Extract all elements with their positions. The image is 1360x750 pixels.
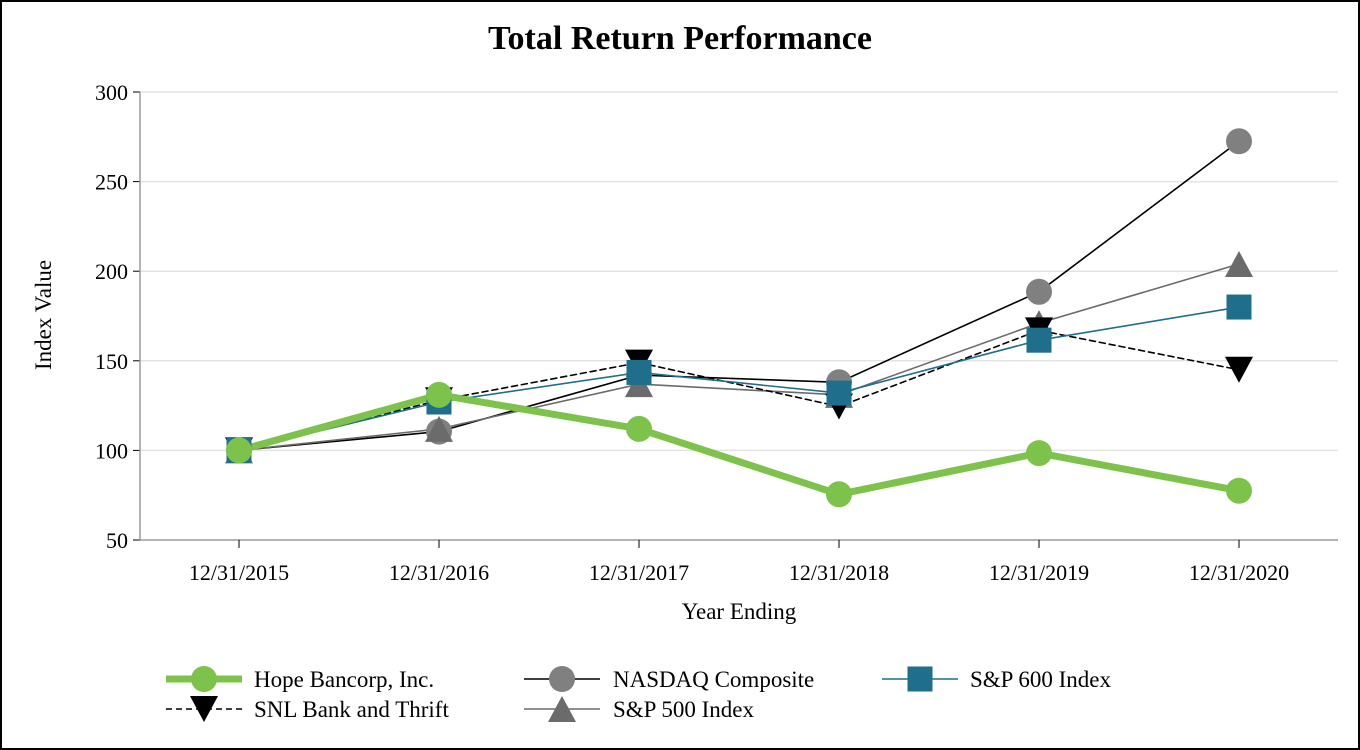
legend-marker-4	[548, 696, 576, 722]
x-tick-label-4: 12/31/2019	[989, 560, 1089, 585]
legend-marker-2	[907, 666, 933, 692]
series-0-point-1	[426, 381, 452, 408]
grid-lines	[140, 91, 1338, 452]
series-2-point-2	[626, 359, 652, 385]
series-0-point-4	[1026, 440, 1052, 467]
series-0-point-5	[1226, 477, 1252, 504]
legend-marker-3	[190, 696, 218, 722]
x-tick-label-3: 12/31/2018	[789, 560, 889, 585]
x-tick-label-2: 12/31/2017	[589, 560, 689, 585]
series-line-4	[238, 263, 1240, 452]
series-lines	[235, 140, 1243, 498]
y-tick-label-300: 300	[95, 80, 128, 105]
series-0-point-0	[226, 437, 252, 464]
y-axis-label: Index Value	[31, 260, 56, 370]
legend-marker-0	[191, 666, 217, 692]
legend-label-0: Hope Bancorp, Inc.	[254, 667, 434, 692]
legend-label-1: NASDAQ Composite	[613, 667, 814, 692]
y-tick-labels: 50 100 150 200 250 300	[95, 80, 128, 553]
x-tick-label-0: 12/31/2015	[189, 560, 289, 585]
x-tick-label-5: 12/31/2020	[1189, 560, 1289, 585]
series-line-1	[238, 140, 1240, 452]
legend: Hope Bancorp, Inc. NASDAQ Composite S&P 60…	[166, 666, 1111, 722]
x-tick-labels: 12/31/2015 12/31/2016 12/31/2017 12/31/2018…	[189, 560, 1289, 585]
series-3-point-5	[1225, 356, 1253, 383]
series-2-point-4	[1026, 327, 1052, 353]
series-0-point-2	[626, 415, 652, 442]
series-markers	[225, 128, 1253, 508]
legend-label-3: SNL Bank and Thrift	[254, 697, 449, 722]
y-tick-label-200: 200	[95, 259, 128, 284]
series-2-point-3	[826, 380, 852, 406]
x-tick-label-1: 12/31/2016	[389, 560, 489, 585]
series-1-point-4	[1026, 278, 1052, 305]
legend-label-2: S&P 600 Index	[970, 667, 1111, 692]
y-tick-label-100: 100	[95, 438, 128, 463]
legend-label-4: S&P 500 Index	[613, 697, 754, 722]
series-4-point-5	[1225, 251, 1253, 278]
series-0-point-3	[826, 481, 852, 508]
y-tick-label-250: 250	[95, 170, 128, 195]
y-tick-label-150: 150	[95, 349, 128, 374]
legend-marker-1	[549, 666, 575, 692]
series-4-point-1	[425, 415, 453, 442]
y-tick-label-50: 50	[106, 528, 128, 553]
series-1-point-5	[1226, 128, 1252, 155]
axes	[133, 91, 1338, 548]
series-line-2	[238, 306, 1240, 452]
series-line-3	[238, 329, 1240, 452]
x-axis-label: Year Ending	[682, 599, 797, 624]
chart-title: Total Return Performance	[488, 20, 872, 57]
series-2-point-5	[1226, 294, 1252, 320]
series-line-0	[235, 391, 1243, 498]
